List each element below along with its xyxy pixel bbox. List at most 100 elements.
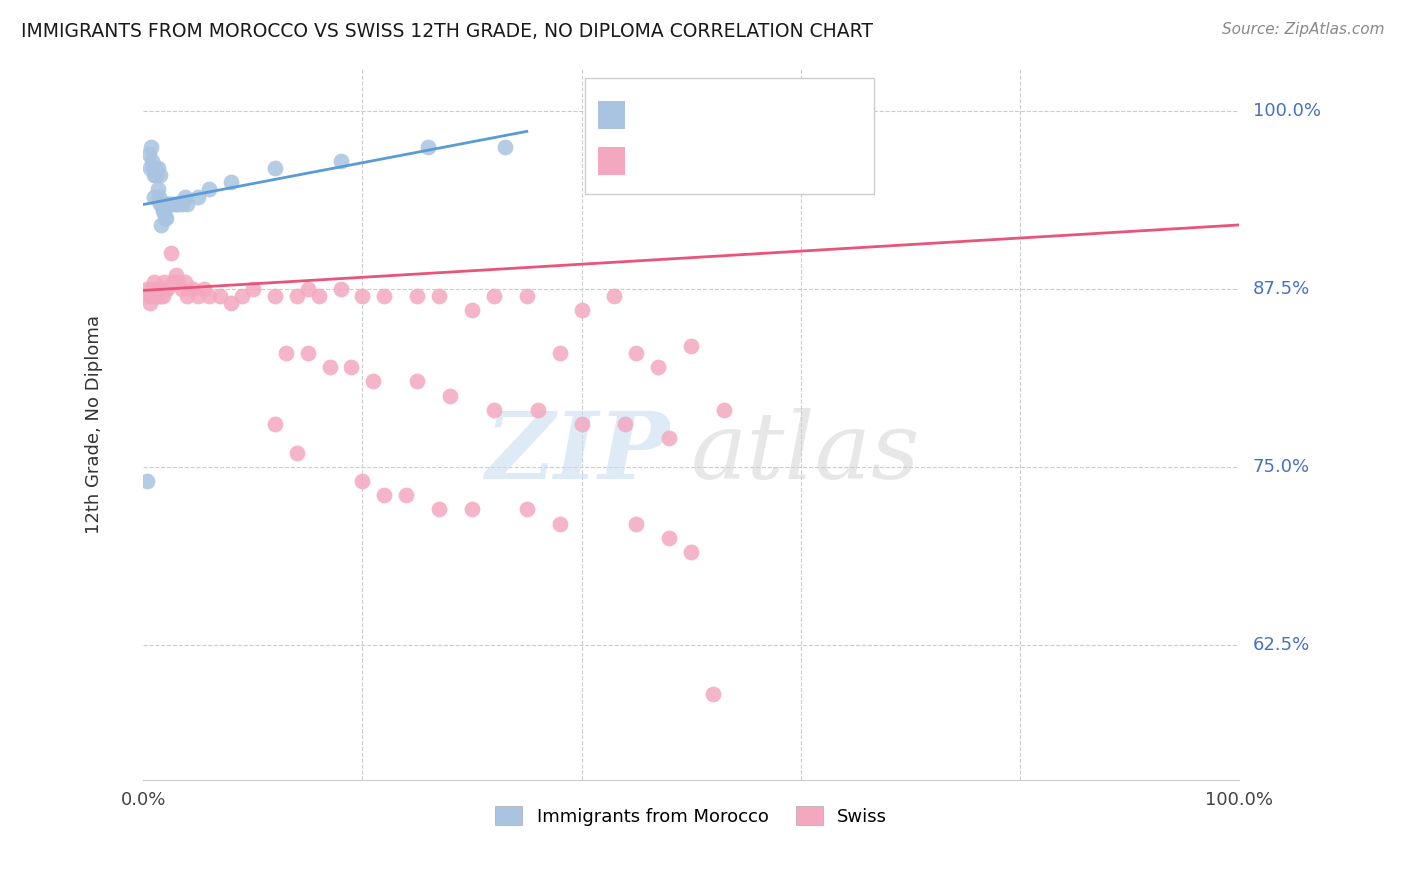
Point	[153, 275, 176, 289]
Point	[427, 502, 450, 516]
Point	[363, 375, 385, 389]
Point	[155, 211, 177, 225]
Point	[516, 289, 538, 303]
Point	[461, 303, 484, 318]
Point	[373, 488, 395, 502]
Point	[193, 282, 215, 296]
Point	[461, 502, 484, 516]
Point	[658, 531, 681, 545]
Point	[149, 218, 172, 232]
Point	[143, 168, 166, 182]
Point	[146, 182, 169, 196]
Point	[135, 474, 157, 488]
Point	[571, 303, 593, 318]
Point	[138, 146, 160, 161]
Point	[713, 402, 735, 417]
Point	[647, 360, 669, 375]
Point	[138, 289, 160, 303]
Point	[681, 545, 703, 559]
Point	[139, 296, 162, 310]
Point	[145, 168, 167, 182]
Point	[516, 502, 538, 516]
Point	[219, 296, 242, 310]
FancyBboxPatch shape	[598, 101, 626, 129]
Text: N = 77: N = 77	[741, 152, 808, 170]
Point	[176, 196, 198, 211]
Point	[152, 203, 174, 218]
Point	[482, 289, 505, 303]
Point	[149, 168, 172, 182]
Text: 62.5%: 62.5%	[1253, 635, 1310, 654]
Point	[165, 268, 187, 282]
Point	[352, 474, 374, 488]
Text: R = 0.080: R = 0.080	[638, 152, 728, 170]
Text: N = 37: N = 37	[741, 106, 808, 124]
Point	[340, 360, 363, 375]
Point	[198, 182, 221, 196]
Text: ZIP: ZIP	[485, 408, 669, 498]
Point	[170, 282, 193, 296]
Point	[187, 289, 209, 303]
Point	[548, 346, 571, 360]
Legend: Immigrants from Morocco, Swiss: Immigrants from Morocco, Swiss	[486, 797, 896, 835]
Point	[352, 289, 374, 303]
Point	[149, 196, 172, 211]
Point	[139, 161, 162, 175]
Point	[297, 346, 319, 360]
Point	[329, 153, 352, 168]
Point	[406, 289, 429, 303]
Point	[163, 196, 186, 211]
Point	[170, 196, 193, 211]
Point	[263, 161, 285, 175]
Text: atlas: atlas	[692, 408, 921, 498]
Point	[329, 282, 352, 296]
Point	[219, 175, 242, 189]
Point	[626, 346, 648, 360]
Text: R = 0.323: R = 0.323	[638, 106, 728, 124]
Point	[167, 196, 190, 211]
Point	[231, 289, 253, 303]
Point	[494, 140, 516, 154]
Point	[145, 289, 167, 303]
Point	[208, 289, 231, 303]
Point	[141, 282, 163, 296]
Point	[285, 289, 308, 303]
Point	[373, 289, 395, 303]
Point	[285, 445, 308, 459]
Point	[148, 189, 170, 203]
Point	[181, 282, 204, 296]
Point	[274, 346, 297, 360]
Point	[263, 289, 285, 303]
Text: 87.5%: 87.5%	[1253, 280, 1310, 298]
Point	[152, 289, 174, 303]
Point	[297, 282, 319, 296]
Point	[150, 196, 173, 211]
Point	[156, 196, 179, 211]
Point	[242, 282, 264, 296]
Point	[155, 282, 177, 296]
Text: 100.0%: 100.0%	[1253, 103, 1320, 120]
Point	[482, 402, 505, 417]
Point	[156, 282, 179, 296]
Text: 75.0%: 75.0%	[1253, 458, 1310, 475]
Point	[571, 417, 593, 431]
Point	[150, 282, 173, 296]
Point	[395, 488, 418, 502]
Point	[159, 196, 181, 211]
Point	[406, 375, 429, 389]
Point	[198, 289, 221, 303]
Point	[149, 289, 172, 303]
Point	[167, 275, 190, 289]
Point	[142, 161, 165, 175]
Point	[143, 189, 166, 203]
Point	[174, 275, 197, 289]
Point	[139, 289, 162, 303]
Point	[155, 211, 177, 225]
Point	[526, 402, 548, 417]
Point	[603, 289, 626, 303]
Point	[148, 289, 170, 303]
Point	[263, 417, 285, 431]
Text: 12th Grade, No Diploma: 12th Grade, No Diploma	[84, 315, 103, 533]
Point	[658, 431, 681, 445]
Point	[153, 203, 176, 218]
